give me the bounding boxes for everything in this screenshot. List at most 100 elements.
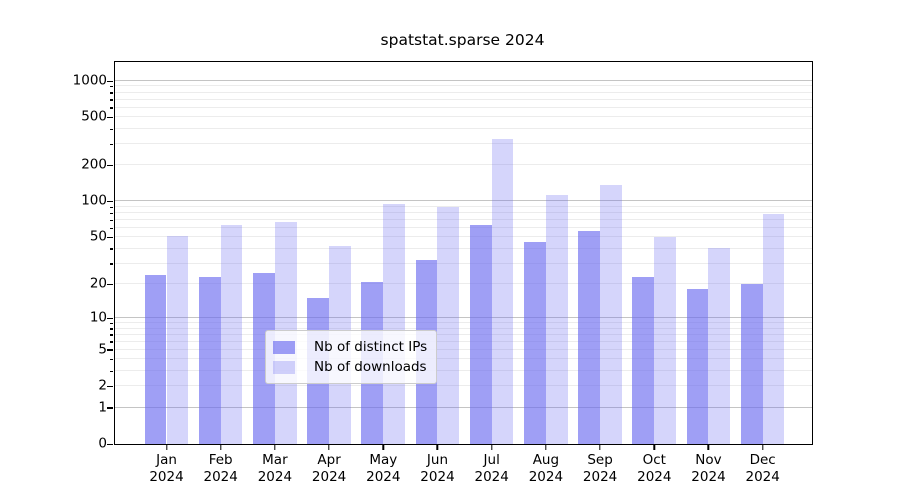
y-minor-tick-mark [110, 370, 113, 373]
x-tick-mark [219, 445, 222, 450]
y-tick-label: 5 [98, 341, 107, 358]
month-label: Apr [317, 452, 341, 468]
year-label: 2024 [149, 469, 184, 485]
year-label: 2024 [528, 469, 564, 485]
x-tick-label-dec: Dec 2024 [745, 452, 779, 486]
gridline-minor [115, 91, 812, 93]
plot-area [114, 61, 813, 445]
y-tick-mark [107, 407, 113, 409]
gridline-minor [115, 205, 812, 207]
bar-ips-nov [686, 289, 709, 444]
x-tick-mark [599, 445, 601, 450]
y-tick-label: 0 [98, 435, 107, 452]
bar-ips-mar [253, 272, 275, 444]
y-tick-label: 50 [89, 228, 107, 245]
gridline-minor [115, 116, 812, 118]
bar-ips-jul [469, 224, 492, 444]
gridline-minor [115, 327, 812, 329]
x-tick-mark [490, 445, 493, 450]
y-minor-tick-mark [110, 328, 113, 330]
month-label: May [369, 452, 398, 468]
y-minor-tick-mark [110, 237, 113, 239]
y-tick-label: 100 [81, 192, 107, 209]
y-minor-tick-mark [110, 359, 113, 361]
gridline-minor [115, 262, 812, 264]
bar-downloads-nov [708, 247, 731, 444]
gridline-minor [115, 348, 812, 350]
y-tick-label: 500 [81, 108, 107, 125]
gridline-minor [115, 283, 812, 285]
y-minor-tick-mark [110, 248, 113, 250]
legend-label-downloads: Nb of downloads [314, 359, 427, 375]
y-minor-tick-mark [110, 206, 113, 208]
year-label: 2024 [257, 469, 293, 485]
y-minor-tick-mark [110, 349, 113, 351]
gridline-major [115, 317, 812, 318]
y-minor-tick-mark [110, 322, 113, 324]
y-tick-label: 2 [98, 377, 107, 394]
x-tick-mark [707, 445, 710, 450]
year-label: 2024 [745, 469, 780, 485]
gridline-minor [115, 212, 812, 214]
gridline-minor [115, 340, 812, 342]
y-minor-tick-mark [110, 334, 113, 336]
y-minor-tick-mark [110, 263, 113, 265]
y-minor-tick-mark [110, 164, 113, 167]
x-tick-mark [545, 445, 547, 450]
bar-downloads-jun [437, 206, 460, 444]
gridline-minor [115, 247, 812, 249]
y-minor-tick-mark [110, 107, 113, 109]
x-tick-label-aug: Aug 2024 [529, 452, 563, 486]
x-tick-label-apr: Apr 2024 [312, 452, 346, 486]
bar-downloads-jan [166, 236, 189, 444]
legend-row: Nb of downloads [273, 357, 427, 377]
month-label: Mar [262, 452, 288, 468]
bar-ips-jan [144, 274, 167, 444]
bar-ips-oct [632, 277, 655, 444]
legend-swatch-distinct-ips [273, 340, 295, 354]
x-tick-mark [761, 445, 764, 450]
y-tick-mark [107, 80, 113, 82]
year-label: 2024 [474, 469, 509, 485]
y-minor-tick-mark [110, 116, 113, 119]
y-minor-tick-mark [110, 219, 113, 221]
x-tick-label-jan: Jan 2024 [149, 452, 183, 486]
gridline-minor [115, 106, 812, 108]
chart-title: spatstat.sparse 2024 [380, 31, 545, 49]
y-tick-label: 20 [89, 275, 107, 292]
x-tick-label-sep: Sep 2024 [583, 452, 617, 486]
x-tick-label-may: May 2024 [366, 452, 400, 486]
bar-downloads-aug [545, 195, 568, 444]
gridline-minor [115, 85, 812, 87]
y-minor-tick-mark [110, 128, 113, 131]
bar-ips-aug [524, 241, 546, 444]
y-minor-tick-mark [110, 341, 113, 343]
y-tick-label: 200 [81, 156, 107, 173]
gridline-minor [115, 322, 812, 323]
month-label: Oct [642, 452, 666, 468]
legend-swatch-downloads [273, 360, 295, 374]
gridline-minor [115, 164, 812, 166]
gridline-major [115, 79, 812, 81]
year-label: 2024 [203, 469, 238, 485]
y-minor-tick-mark [110, 86, 113, 88]
bar-downloads-jul [491, 139, 514, 444]
gridline-minor [115, 236, 812, 238]
year-label: 2024 [582, 469, 618, 485]
legend: Nb of distinct IPs Nb of downloads [265, 330, 438, 384]
month-label: Jun [426, 452, 449, 468]
y-tick-label: 1000 [72, 72, 107, 89]
x-tick-label-feb: Feb 2024 [204, 452, 238, 486]
bar-ips-feb [198, 277, 221, 444]
year-label: 2024 [420, 469, 455, 485]
month-label: Feb [208, 452, 233, 468]
month-label: Nov [695, 452, 722, 468]
y-tick-label: 1 [98, 399, 107, 416]
gridline-major [115, 200, 812, 202]
gridline-minor [115, 333, 812, 335]
bar-downloads-may [383, 204, 406, 444]
y-axis-labels: 0 1 2 5 10 20 50 100 200 500 1000 [0, 62, 107, 451]
year-label: 2024 [637, 469, 672, 485]
year-label: 2024 [311, 469, 347, 485]
